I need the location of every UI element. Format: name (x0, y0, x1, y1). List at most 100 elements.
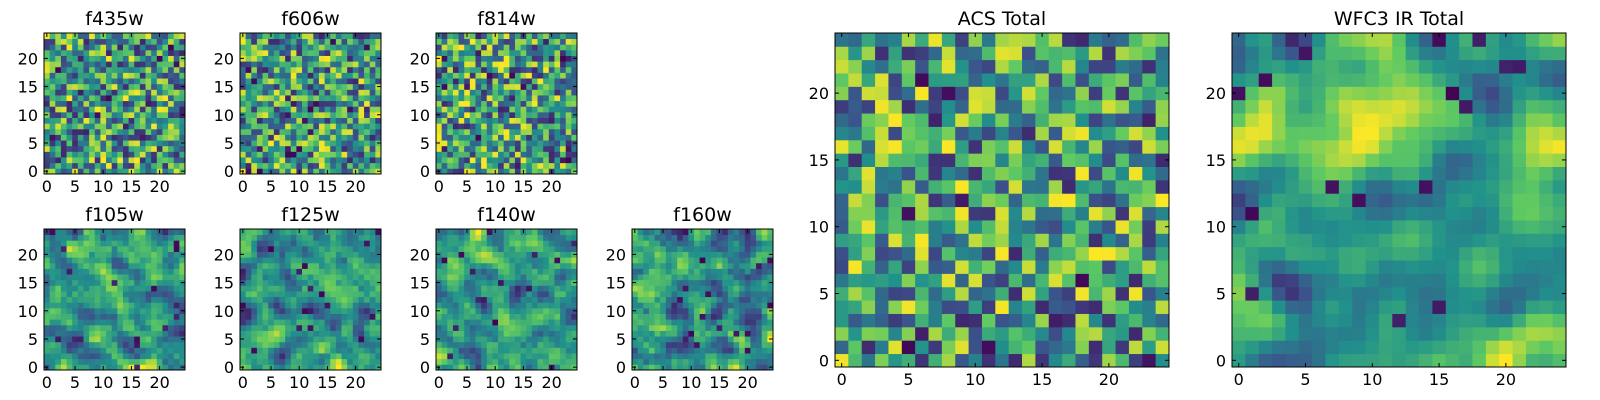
heatmap-cell (481, 100, 488, 107)
heatmap-cell (1102, 179, 1116, 194)
heatmap-cell (441, 336, 448, 343)
heatmap-cell (520, 162, 527, 169)
heatmap-cell (262, 279, 269, 286)
heatmap-cell (179, 291, 186, 298)
heatmap-cell (526, 285, 533, 292)
heatmap-cell (716, 353, 723, 360)
heatmap-cell (654, 347, 661, 354)
heatmap-cell (179, 229, 186, 236)
heatmap-cell (262, 353, 269, 360)
heatmap-cell (100, 245, 107, 252)
heatmap-cell (139, 89, 146, 96)
heatmap-cell (364, 358, 371, 365)
heatmap-cell (55, 111, 62, 118)
heatmap-cell (1142, 246, 1157, 261)
heatmap-cell (307, 100, 314, 107)
heatmap-cell (941, 313, 956, 328)
heatmap-cell (554, 257, 561, 264)
heatmap-cell (498, 279, 505, 286)
heatmap-cell (111, 33, 118, 40)
heatmap-cell (968, 246, 983, 261)
heatmap-cell (134, 234, 141, 241)
heatmap-cell (89, 157, 96, 164)
heatmap-cell (571, 245, 578, 252)
heatmap-cell (318, 347, 325, 354)
heatmap-cell (492, 291, 499, 298)
heatmap-cell (290, 117, 297, 124)
heatmap-cell (543, 319, 550, 326)
heatmap-cell (537, 302, 544, 309)
heatmap-cell (117, 251, 124, 258)
heatmap-cell (72, 307, 79, 314)
heatmap-cell (750, 274, 757, 281)
heatmap-cell (1088, 286, 1103, 301)
heatmap-cell (162, 168, 169, 175)
heatmap-cell (464, 78, 471, 85)
heatmap-cell (475, 128, 482, 135)
heatmap-cell (341, 307, 348, 314)
heatmap-cell (458, 364, 465, 371)
heatmap-cell (632, 347, 639, 354)
heatmap-cell (117, 128, 124, 135)
heatmap-cell (162, 296, 169, 303)
heatmap-cell (1022, 273, 1036, 288)
heatmap-cell (436, 72, 443, 79)
heatmap-cell (486, 353, 493, 360)
heatmap-cell (364, 168, 371, 175)
heatmap-cell (134, 296, 141, 303)
heatmap-cell (290, 134, 297, 141)
heatmap-cell (83, 341, 90, 348)
heatmap-cell (526, 291, 533, 298)
heatmap-cell (330, 296, 337, 303)
heatmap-cell (72, 72, 79, 79)
heatmap-cell (347, 251, 354, 258)
heatmap-cell (565, 262, 572, 269)
heatmap-cell (352, 353, 359, 360)
heatmap-cell (352, 285, 359, 292)
heatmap-cell (705, 302, 712, 309)
heatmap-cell (486, 44, 493, 51)
heatmap-cell (710, 279, 717, 286)
heatmap-cell (901, 286, 916, 301)
heatmap-cell (330, 330, 337, 337)
heatmap-cell (475, 307, 482, 314)
heatmap-cell (256, 78, 263, 85)
heatmap-cell (509, 313, 516, 320)
heatmap-cell (341, 140, 348, 147)
heatmap-cell (168, 38, 175, 45)
heatmap-cell (458, 234, 465, 241)
heatmap-cell (358, 151, 365, 158)
heatmap-cell (156, 117, 163, 124)
heatmap-cell (469, 100, 476, 107)
heatmap-cell (285, 123, 292, 130)
heatmap-cell (290, 296, 297, 303)
heatmap-cell (452, 257, 459, 264)
heatmap-cell (1008, 166, 1023, 181)
heatmap-cell (875, 260, 889, 274)
heatmap-cell (111, 134, 118, 141)
heatmap-cell (447, 347, 454, 354)
heatmap-cell (296, 358, 303, 365)
heatmap-cell (761, 268, 768, 275)
heatmap-cell (352, 44, 359, 51)
heatmap-cell (49, 49, 56, 56)
heatmap-cell (688, 291, 695, 298)
y-tick-label: 15 (410, 274, 430, 293)
heatmap-cell (727, 319, 734, 326)
heatmap-cell (571, 240, 578, 247)
heatmap-cell (122, 55, 129, 62)
heatmap-cell (915, 206, 929, 221)
heatmap-cell (995, 313, 1010, 328)
heatmap-cell (318, 78, 325, 85)
heatmap-cell (548, 240, 555, 247)
heatmap-cell (475, 117, 482, 124)
heatmap-cell (128, 83, 135, 90)
heatmap-cell (447, 44, 454, 51)
heatmap-cell (526, 251, 533, 258)
heatmap-cell (514, 341, 521, 348)
heatmap-cell (739, 274, 746, 281)
heatmap-cell (1075, 340, 1090, 355)
heatmap-cell (1062, 260, 1076, 274)
heatmap-cell (324, 128, 331, 135)
